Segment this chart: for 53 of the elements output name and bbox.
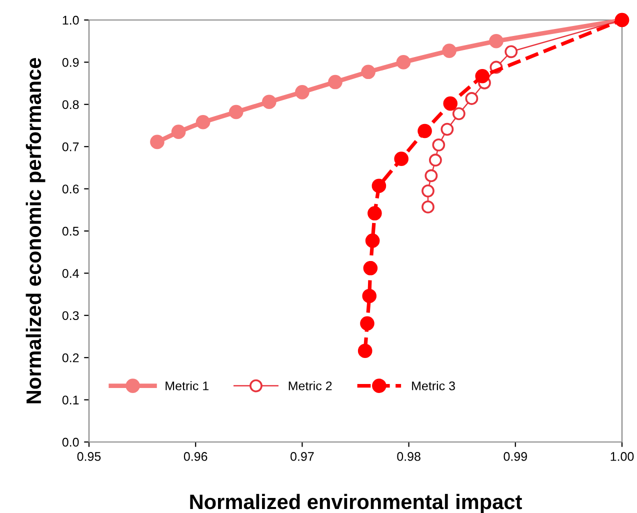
legend-label: Metric 2: [288, 381, 332, 390]
point: [422, 184, 434, 198]
y-tick-label: 0.1: [62, 396, 79, 404]
y-tick-label: 0.4: [62, 269, 79, 278]
point: [452, 107, 466, 120]
point: [362, 288, 377, 304]
point: [424, 169, 438, 182]
point: [196, 114, 210, 130]
y-tick-label: 0.3: [62, 311, 79, 320]
y-tick-label: 1.0: [62, 16, 79, 25]
legend-label: Metric 1: [166, 381, 208, 390]
point: [360, 316, 374, 331]
point: [228, 104, 244, 120]
y-axis-title: Normalized economic performance: [26, 58, 46, 404]
point: [358, 344, 372, 358]
point: [465, 92, 478, 105]
y-tick-label: 0.0: [62, 438, 79, 447]
x-tick-label: 0.95: [77, 452, 101, 461]
point: [365, 234, 380, 248]
x-tick-label: 0.96: [184, 452, 208, 461]
y-tick-label: 0.7: [62, 142, 79, 152]
x-tick-label: 1.00: [610, 452, 634, 461]
x-axis-title: Normalized environmental impact: [190, 494, 522, 513]
point: [171, 124, 186, 139]
point: [328, 74, 342, 90]
point: [295, 85, 310, 100]
point: [504, 45, 518, 58]
point: [440, 122, 454, 136]
y-tick-label: 0.2: [62, 353, 79, 362]
point: [442, 44, 456, 58]
point: [361, 64, 376, 80]
point: [372, 178, 386, 193]
point: [432, 138, 446, 152]
point: [262, 94, 276, 110]
point: [489, 34, 504, 48]
x-tick-label: 0.98: [397, 452, 420, 461]
y-tick-label: 0.8: [62, 100, 79, 110]
y-tick-label: 0.6: [62, 184, 79, 194]
x-tick-label: 0.97: [290, 452, 314, 461]
y-tick-label: 0.9: [62, 58, 79, 67]
point: [394, 152, 408, 166]
point: [368, 206, 382, 220]
legend-label: Metric 3: [412, 381, 455, 390]
point: [443, 96, 458, 111]
point: [475, 68, 490, 84]
point: [150, 134, 164, 150]
point: [396, 55, 411, 70]
point: [428, 154, 442, 167]
point: [418, 124, 432, 138]
x-tick-label: 0.99: [504, 452, 527, 461]
point: [363, 260, 378, 276]
y-tick-label: 0.5: [62, 226, 79, 236]
point: [422, 200, 434, 214]
